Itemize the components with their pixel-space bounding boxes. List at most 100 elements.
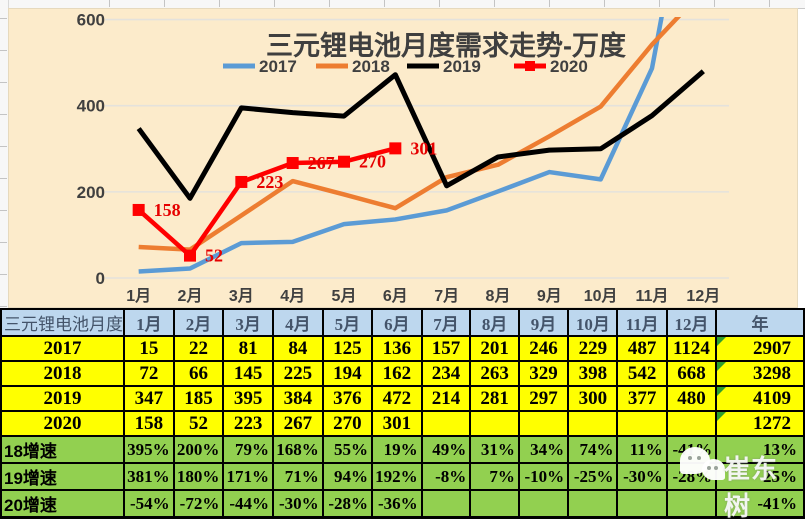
table-cell[interactable]: 267 <box>272 410 324 437</box>
table-cell[interactable]: 297 <box>517 385 570 412</box>
table-cell[interactable]: -30% <box>616 462 668 491</box>
row-label-cell[interactable]: 2019 <box>0 385 125 412</box>
legend-item-2018[interactable]: 2018 <box>316 57 390 76</box>
table-cell[interactable]: -10% <box>517 462 570 491</box>
table-cell[interactable] <box>469 489 520 519</box>
year-cell[interactable]: -41% <box>715 489 805 519</box>
table-cell[interactable]: 384 <box>272 385 324 412</box>
series-marker[interactable] <box>286 157 299 170</box>
table-cell[interactable]: 168% <box>272 435 324 464</box>
table-cell[interactable]: 347 <box>123 385 175 412</box>
month-header[interactable]: 9月 <box>517 308 570 337</box>
year-cell[interactable]: 3298 <box>715 360 805 387</box>
table-cell[interactable] <box>567 489 619 519</box>
table-cell[interactable]: 55% <box>321 435 374 464</box>
table-cell[interactable]: 542 <box>616 360 668 387</box>
month-header[interactable]: 4月 <box>272 308 324 337</box>
table-cell[interactable] <box>420 489 472 519</box>
month-header[interactable]: 5月 <box>321 308 374 337</box>
table-cell[interactable]: 192% <box>371 462 423 491</box>
table-cell[interactable]: 480 <box>665 385 718 412</box>
table-cell[interactable]: 158 <box>123 410 175 437</box>
table-cell[interactable]: 66 <box>172 360 225 387</box>
table-cell[interactable]: 263 <box>469 360 520 387</box>
table-cell[interactable]: 214 <box>420 385 472 412</box>
table-cell[interactable]: 34% <box>517 435 570 464</box>
table-cell[interactable]: -54% <box>123 489 175 519</box>
table-cell[interactable]: 329 <box>517 360 570 387</box>
table-cell[interactable]: 157 <box>420 335 472 362</box>
month-header[interactable]: 10月 <box>567 308 619 337</box>
row-label-cell[interactable]: 19增速 <box>0 462 125 491</box>
table-cell[interactable]: 246 <box>517 335 570 362</box>
table-cell[interactable] <box>665 410 718 437</box>
table-cell[interactable]: 376 <box>321 385 374 412</box>
month-header[interactable]: 8月 <box>469 308 520 337</box>
table-cell[interactable]: 71% <box>272 462 324 491</box>
month-header[interactable]: 7月 <box>420 308 472 337</box>
table-cell[interactable]: 194 <box>321 360 374 387</box>
month-header[interactable]: 2月 <box>172 308 225 337</box>
table-cell[interactable]: 201 <box>469 335 520 362</box>
table-cell[interactable] <box>616 489 668 519</box>
row-label-cell[interactable]: 2020 <box>0 410 125 437</box>
series-line-2019[interactable] <box>136 69 705 201</box>
table-cell[interactable]: 49% <box>420 435 472 464</box>
table-cell[interactable] <box>665 489 718 519</box>
month-header[interactable]: 1月 <box>123 308 175 337</box>
table-cell[interactable] <box>517 489 570 519</box>
table-cell[interactable]: -8% <box>420 462 472 491</box>
table-cell[interactable]: 395% <box>123 435 175 464</box>
legend-item-2017[interactable]: 2017 <box>223 57 297 76</box>
year-cell[interactable]: 4109 <box>715 385 805 412</box>
table-cell[interactable]: 145 <box>222 360 275 387</box>
table-cell[interactable]: 381% <box>123 462 175 491</box>
table-cell[interactable]: 162 <box>371 360 423 387</box>
table-cell[interactable]: -25% <box>567 462 619 491</box>
series-marker[interactable] <box>389 142 402 155</box>
row-label-cell[interactable]: 18增速 <box>0 435 125 464</box>
table-cell[interactable]: 19% <box>371 435 423 464</box>
table-cell[interactable]: 31% <box>469 435 520 464</box>
table-cell[interactable]: 79% <box>222 435 275 464</box>
table-cell[interactable]: 395 <box>222 385 275 412</box>
corner-cell[interactable]: 三元锂电池月度 <box>0 308 125 337</box>
table-cell[interactable]: 300 <box>567 385 619 412</box>
table-cell[interactable] <box>567 410 619 437</box>
table-cell[interactable] <box>517 410 570 437</box>
year-cell[interactable]: 13% <box>715 435 805 464</box>
table-cell[interactable]: 270 <box>321 410 374 437</box>
table-cell[interactable] <box>616 410 668 437</box>
table-cell[interactable]: 487 <box>616 335 668 362</box>
table-cell[interactable]: 223 <box>222 410 275 437</box>
table-cell[interactable]: 377 <box>616 385 668 412</box>
table-cell[interactable]: 22 <box>172 335 225 362</box>
row-label-cell[interactable]: 2018 <box>0 360 125 387</box>
table-cell[interactable]: 72 <box>123 360 175 387</box>
table-cell[interactable]: 1124 <box>665 335 718 362</box>
series-line-2020[interactable] <box>137 146 396 258</box>
table-cell[interactable]: 281 <box>469 385 520 412</box>
table-cell[interactable]: 301 <box>371 410 423 437</box>
table-cell[interactable] <box>469 410 520 437</box>
table-cell[interactable]: -36% <box>371 489 423 519</box>
year-header[interactable]: 年 <box>715 308 805 337</box>
table-cell[interactable]: 84 <box>272 335 324 362</box>
month-header[interactable]: 3月 <box>222 308 275 337</box>
series-marker[interactable] <box>184 249 196 262</box>
table-cell[interactable]: -44% <box>222 489 275 519</box>
row-label-cell[interactable]: 2017 <box>0 335 125 362</box>
table-cell[interactable]: 125 <box>321 335 374 362</box>
table-cell[interactable]: 136 <box>371 335 423 362</box>
table-cell[interactable]: 180% <box>172 462 225 491</box>
month-header[interactable]: 11月 <box>616 308 668 337</box>
row-label-cell[interactable]: 20增速 <box>0 489 125 519</box>
month-header[interactable]: 12月 <box>665 308 718 337</box>
table-cell[interactable]: -28% <box>665 462 718 491</box>
series-line-2017[interactable] <box>138 9 704 274</box>
year-cell[interactable]: 2907 <box>715 335 805 362</box>
table-cell[interactable]: 185 <box>172 385 225 412</box>
table-cell[interactable]: -72% <box>172 489 225 519</box>
table-cell[interactable]: 398 <box>567 360 619 387</box>
table-cell[interactable]: -41% <box>665 435 718 464</box>
